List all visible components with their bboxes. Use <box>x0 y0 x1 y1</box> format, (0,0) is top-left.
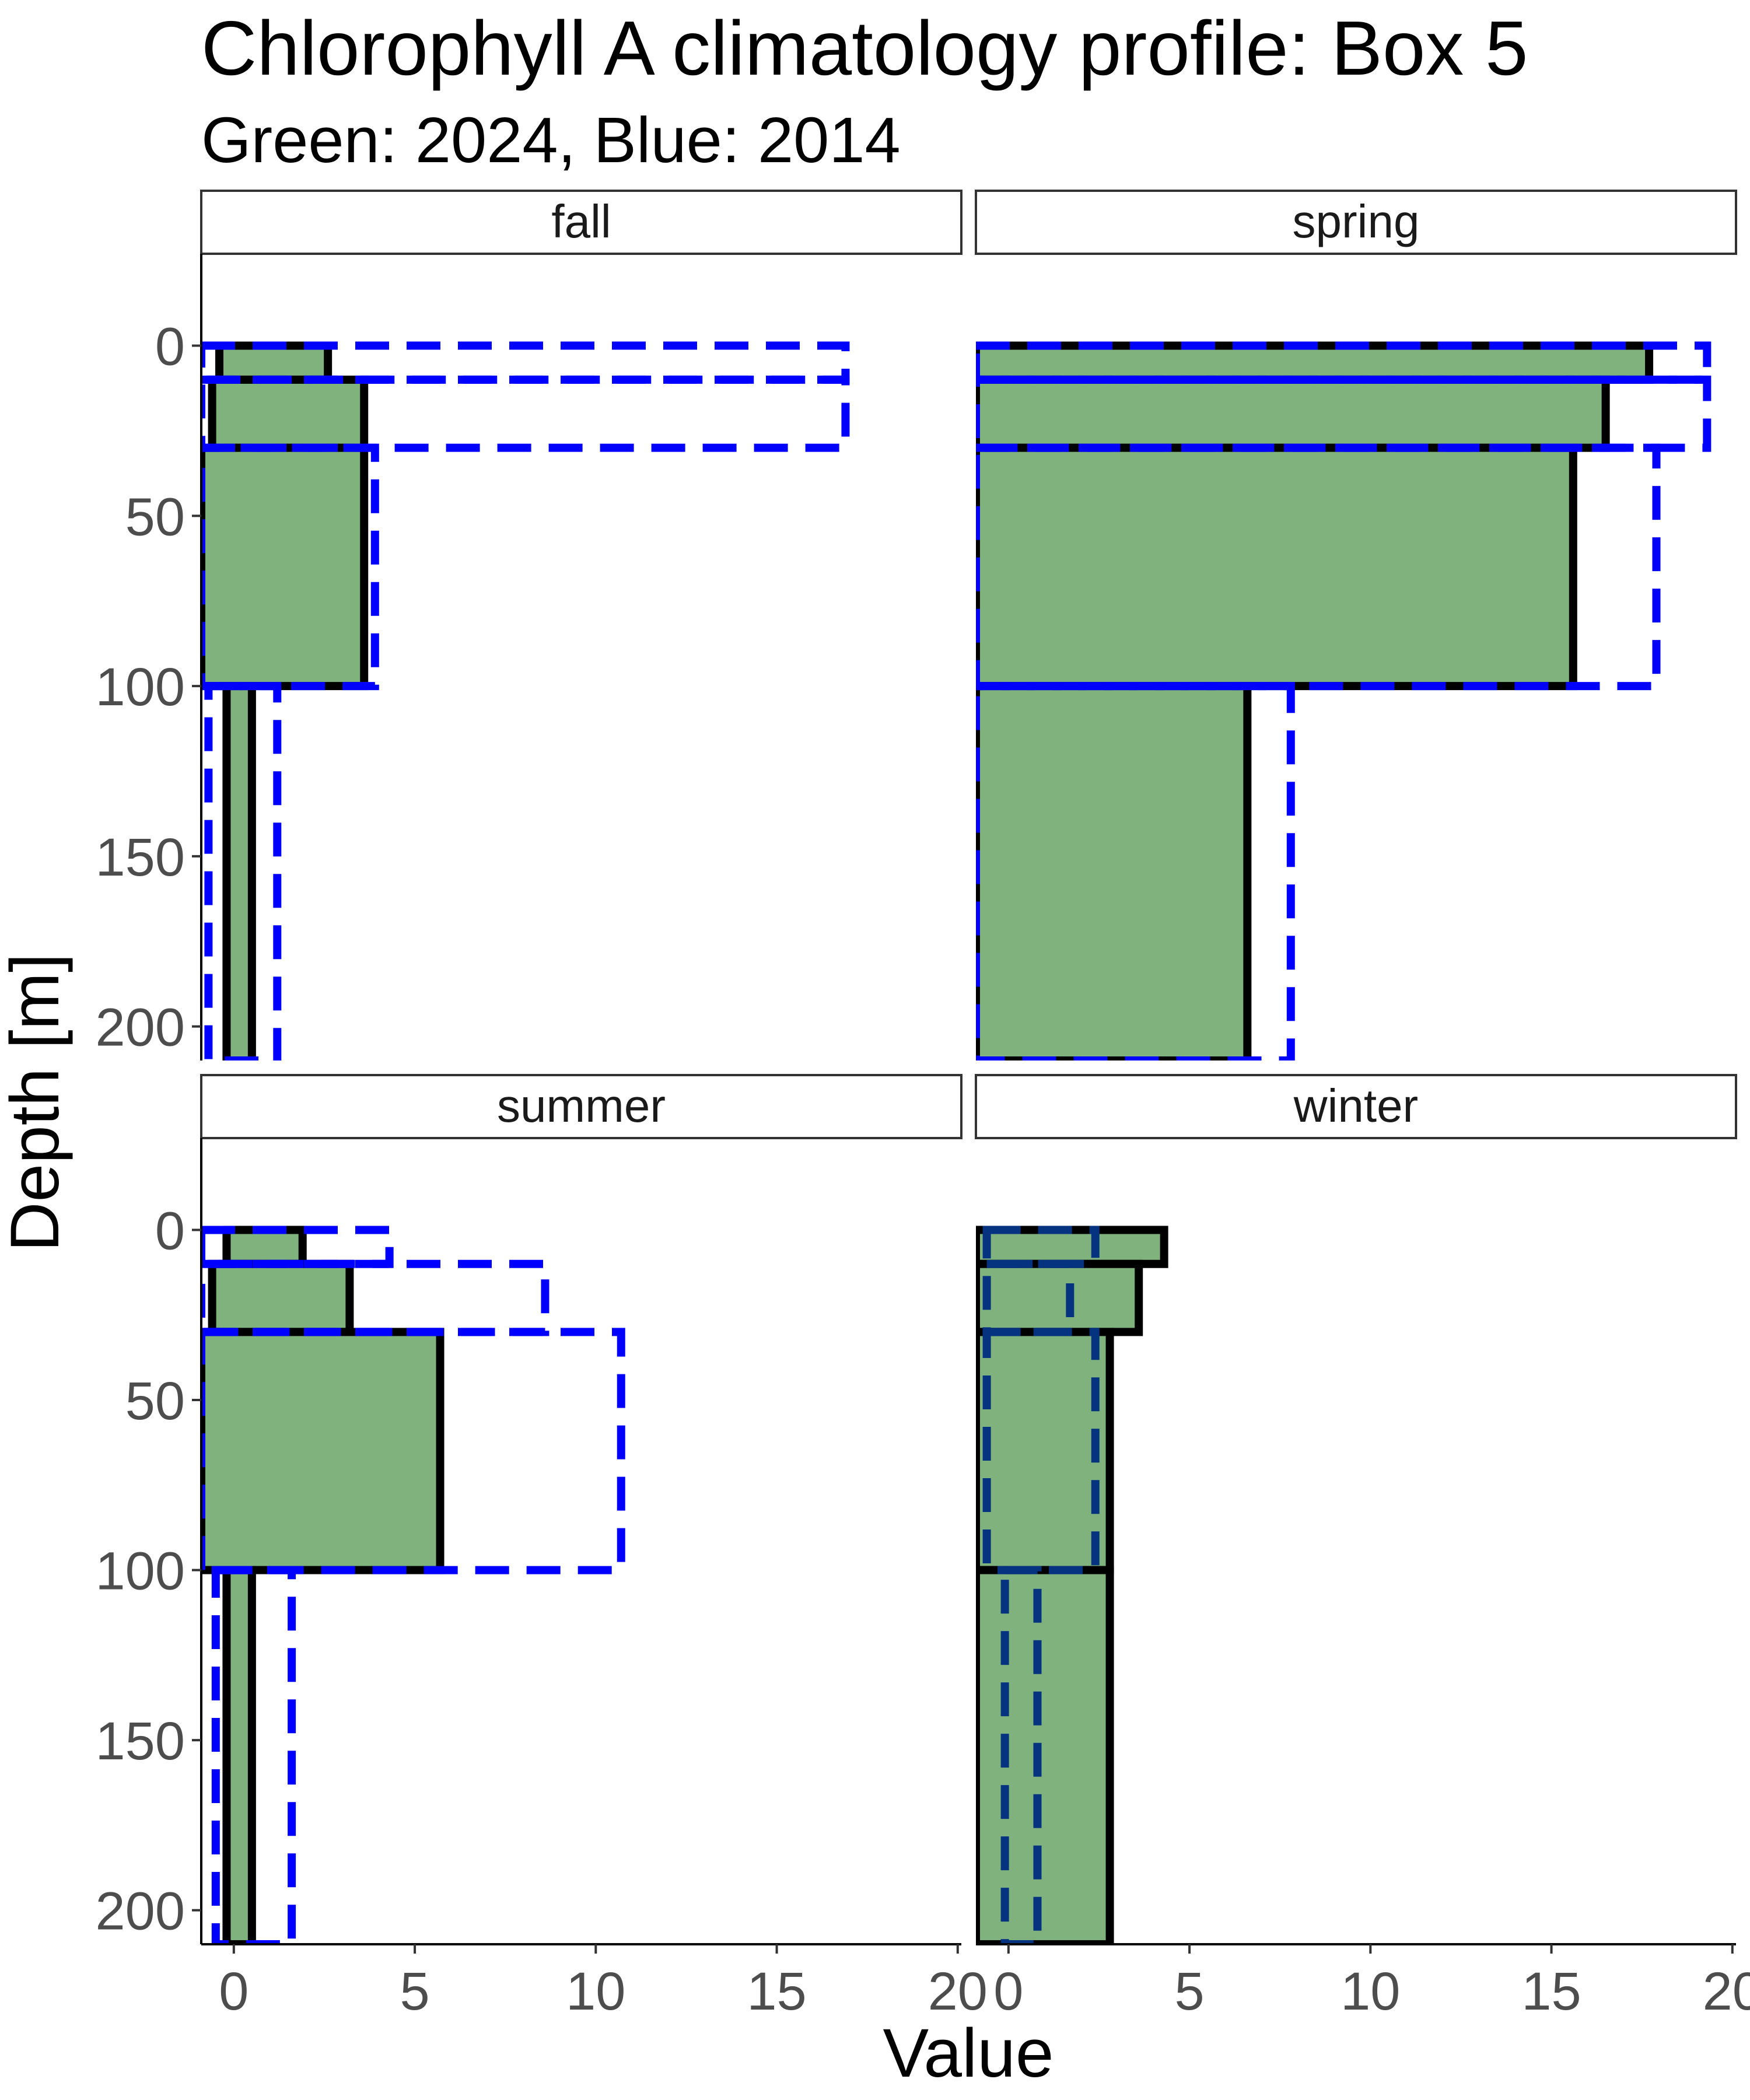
bar-2024-winter <box>976 1259 1143 1336</box>
y-tick-label: 150 <box>96 828 186 887</box>
dashed-2014-summer <box>211 1566 296 1944</box>
bar-2024-fall <box>208 375 369 452</box>
dashed-2014-spring <box>976 682 1295 1060</box>
panel-marks <box>976 1226 1168 1944</box>
x-tick-label: 10 <box>1340 1962 1400 2021</box>
dashed-2014-fall <box>201 375 850 452</box>
bar-2024-winter <box>976 1328 1114 1574</box>
x-tick-label: 0 <box>993 1962 1023 2021</box>
bar-2024-spring <box>976 341 1654 384</box>
x-tick-label: 15 <box>1521 1962 1581 2021</box>
x-tick-label: 0 <box>219 1962 249 2021</box>
y-tick-label: 0 <box>155 317 185 377</box>
x-tick-label: 5 <box>400 1962 429 2021</box>
chart-subtitle: Green: 2024, Blue: 2014 <box>201 104 901 176</box>
y-tick-label: 0 <box>155 1201 185 1261</box>
bar-2024-winter <box>976 1226 1168 1268</box>
dashed-2014-winter <box>982 1226 1100 1268</box>
dashed-2014-spring <box>976 375 1712 452</box>
y-axis-title: Depth [m] <box>0 953 74 1252</box>
panel-marks <box>976 341 1712 1060</box>
panel-marks <box>201 341 850 1060</box>
facet-strip <box>200 190 963 255</box>
panel-marks <box>201 1226 625 1944</box>
bar-2024-winter <box>976 1566 1114 1944</box>
facet-panels: fall spring summer winter <box>200 190 1737 1944</box>
x-tick-label: 20 <box>1703 1962 1750 2021</box>
y-tick-label: 50 <box>125 487 185 547</box>
x-axis-title: Value <box>883 2015 1054 2092</box>
dashed-2014-winter <box>982 1328 1100 1574</box>
panel-fall: fall <box>200 190 963 1060</box>
y-tick-label: 150 <box>96 1712 186 1771</box>
x-tick-label: 15 <box>747 1962 806 2021</box>
facet-label: winter <box>1293 1080 1418 1132</box>
bar-2024-fall <box>222 682 256 1060</box>
bar-2024-fall <box>201 443 369 691</box>
y-tick-label: 100 <box>96 1542 186 1601</box>
chart-title: Chlorophyll A climatology profile: Box 5 <box>201 5 1528 91</box>
y-tick-label: 100 <box>96 657 186 717</box>
bar-2024-spring <box>976 443 1577 691</box>
bar-2024-spring <box>976 375 1610 452</box>
dashed-2014-summer <box>201 1328 625 1574</box>
facet-label: summer <box>497 1080 666 1132</box>
bar-2024-summer <box>208 1259 354 1336</box>
y-tick-label: 50 <box>125 1371 185 1431</box>
panel-winter: winter <box>975 1074 1737 1944</box>
facet-label: fall <box>551 195 611 247</box>
facet-label: spring <box>1293 195 1420 247</box>
bar-2024-fall <box>215 341 332 384</box>
bar-2024-spring <box>976 682 1252 1060</box>
dashed-2014-winter <box>982 1259 1074 1336</box>
dashed-2014-summer <box>201 1226 394 1268</box>
y-tick-label: 200 <box>96 998 186 1058</box>
panel-summer: summer <box>200 1074 963 1944</box>
dashed-2014-winter <box>1000 1566 1042 1944</box>
x-tick-label: 20 <box>928 1962 988 2021</box>
y-tick-label: 200 <box>96 1882 186 1941</box>
facet-strip <box>975 190 1737 255</box>
facet-strip <box>200 1074 963 1139</box>
x-tick-label: 5 <box>1174 1962 1204 2021</box>
panel-spring: spring <box>975 190 1737 1060</box>
dashed-2014-spring <box>976 443 1661 691</box>
bar-2024-summer <box>201 1328 444 1574</box>
bar-2024-summer <box>222 1566 256 1944</box>
bar-2024-summer <box>222 1226 307 1268</box>
facet-strip <box>975 1074 1737 1139</box>
x-tick-label: 10 <box>566 1962 625 2021</box>
dashed-2014-fall <box>204 682 282 1060</box>
